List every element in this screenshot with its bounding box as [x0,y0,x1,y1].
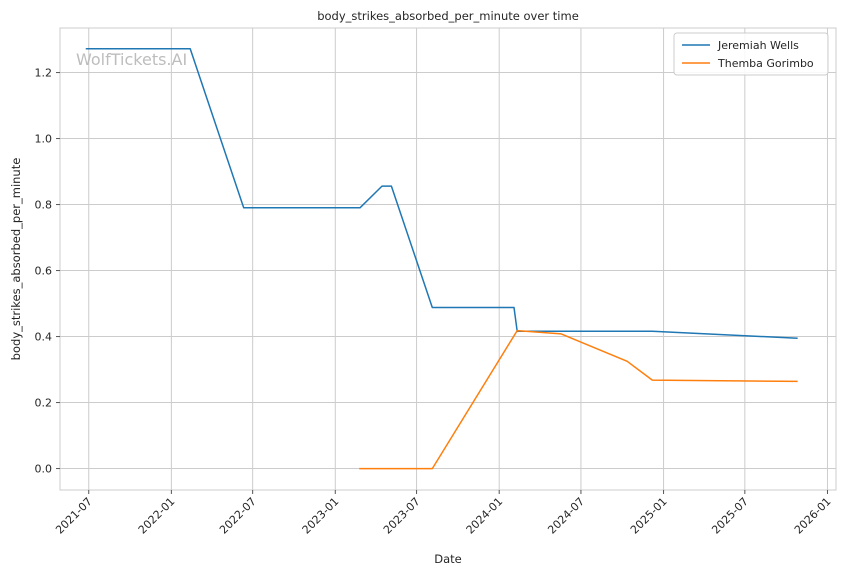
plot-border [59,27,837,491]
watermark-text: WolfTickets.AI [76,50,187,69]
grid-lines [60,28,836,490]
y-tick-label: 0.6 [35,265,53,278]
legend-box [673,32,829,76]
legend: Jeremiah Wells Themba Gorimbo [673,32,829,76]
series-line-0 [85,48,798,339]
legend-label: Themba Gorimbo [717,57,814,70]
x-axis-label: Date [434,552,462,566]
plot-area [60,28,836,490]
plot-frame [59,27,837,491]
chart-title: body_strikes_absorbed_per_minute over ti… [317,9,579,23]
y-tick-label: 0.8 [35,199,53,212]
series-line-1 [359,329,798,470]
y-axis-label: body_strikes_absorbed_per_minute [9,158,23,361]
y-tick-label: 0.2 [35,397,53,410]
y-tick-label: 1.2 [35,67,53,80]
y-tick-label: 0.4 [35,331,53,344]
y-tick-label: 1.0 [35,133,53,146]
y-axis-ticks: 0.0 0.2 0.4 0.6 0.8 1.0 1.2 [35,67,60,476]
series-lines [85,48,798,470]
y-tick-label: 0.0 [35,463,53,476]
legend-label: Jeremiah Wells [717,39,799,52]
